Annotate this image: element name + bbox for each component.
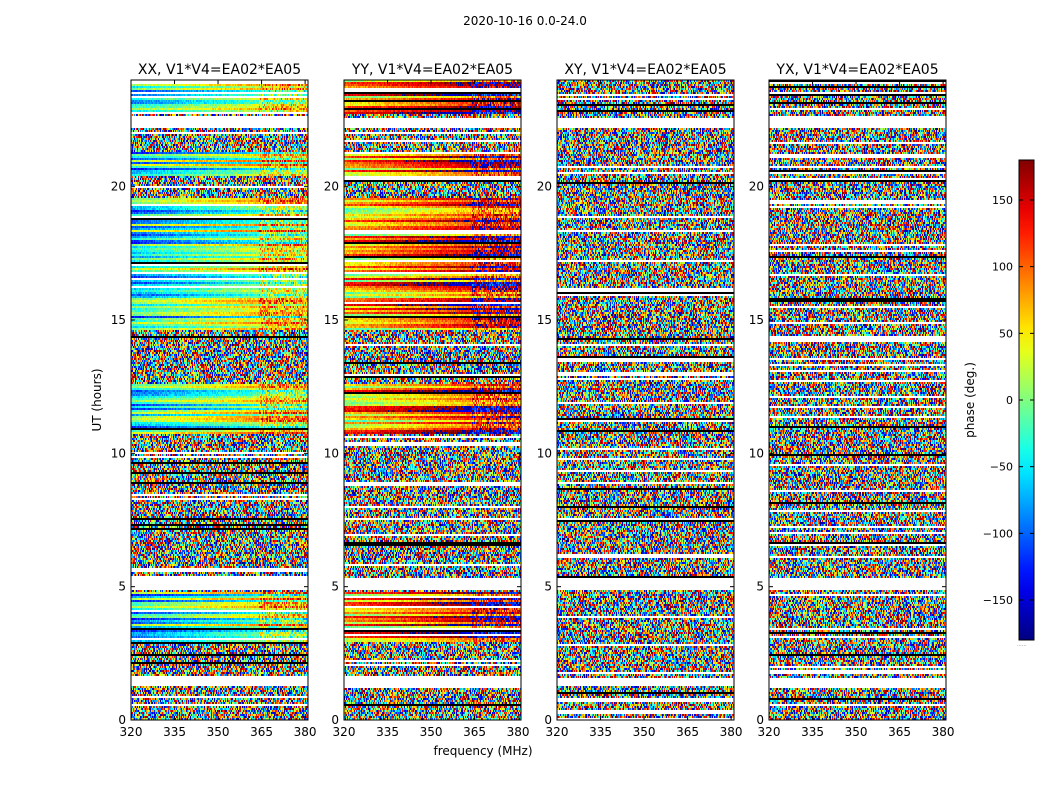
x-tick-label: 335	[163, 725, 186, 739]
panel-1: XX, V1*V4=EA02*EA05 320 335 350 365 380 0 5 10 15…	[111, 62, 317, 739]
y-tick-label: 20	[749, 180, 764, 194]
x-tick-label: 365	[250, 725, 273, 739]
panel-3: XY, V1*V4=EA02*EA05 320 335 350 365 380 0 5 10 15…	[537, 62, 743, 739]
x-tick-label: 320	[758, 725, 781, 739]
y-tick-label: 10	[324, 446, 339, 460]
y-tick-label: 10	[749, 446, 764, 460]
y-tick-label: 5	[756, 580, 764, 594]
y-tick-label: 0	[544, 713, 552, 727]
panel-frame	[556, 79, 735, 721]
x-tick-label: 335	[376, 725, 399, 739]
y-axis-label: UT (hours)	[90, 368, 104, 431]
y-tick-label: 15	[537, 313, 552, 327]
panel-title: XX, V1*V4=EA02*EA05	[138, 62, 301, 78]
y-tick-label: 20	[111, 180, 126, 194]
panel-title: YX, V1*V4=EA02*EA05	[775, 62, 938, 78]
panel-4: YX, V1*V4=EA02*EA05 320 335 350 365 380 0 5 10 15…	[749, 62, 955, 739]
x-tick-label: 320	[333, 725, 356, 739]
y-tick-label: 15	[749, 313, 764, 327]
y-tick-label: 5	[544, 580, 552, 594]
x-tick-label: 335	[589, 725, 612, 739]
x-tick-label: 365	[888, 725, 911, 739]
panel-2: YY, V1*V4=EA02*EA05 320 335 350 365 380 0 5 10 15…	[324, 62, 530, 739]
y-tick-label: 0	[331, 713, 339, 727]
x-tick-label: 350	[207, 725, 230, 739]
y-tick-label: 15	[111, 313, 126, 327]
x-tick-label: 350	[845, 725, 868, 739]
x-tick-label: 335	[801, 725, 824, 739]
y-tick-label: 20	[537, 180, 552, 194]
colorbar-label: phase (deg.)	[963, 362, 977, 438]
x-tick-label: 380	[507, 725, 530, 739]
x-tick-label: 350	[633, 725, 656, 739]
colorbar-tick-label: −50	[990, 461, 1013, 474]
y-tick-label: 15	[324, 313, 339, 327]
colorbar-tick-label: 50	[999, 327, 1013, 340]
y-tick-label: 5	[331, 580, 339, 594]
figure-title: 2020-10-16 0.0-24.0	[463, 14, 587, 28]
colorbar-tick-label: 150	[992, 194, 1013, 207]
y-tick-label: 20	[324, 180, 339, 194]
colorbar-tick-label: 0	[1006, 394, 1013, 407]
x-tick-label: 380	[720, 725, 743, 739]
panel-heatmap	[769, 80, 946, 720]
x-axis-label: frequency (MHz)	[433, 744, 532, 758]
panel-heatmap	[344, 80, 521, 720]
x-tick-label: 380	[294, 725, 317, 739]
panel-heatmap	[131, 80, 308, 720]
x-tick-label: 320	[546, 725, 569, 739]
colorbar-footnote: ......	[1017, 642, 1027, 648]
panel-title: XY, V1*V4=EA02*EA05	[564, 62, 726, 78]
panel-frame	[343, 79, 522, 721]
y-tick-label: 10	[111, 446, 126, 460]
y-tick-label: 10	[537, 446, 552, 460]
x-tick-label: 380	[932, 725, 955, 739]
panel-title: YY, V1*V4=EA02*EA05	[351, 62, 513, 78]
panel-frame	[130, 79, 309, 721]
x-tick-label: 365	[676, 725, 699, 739]
colorbar: −150 −100 −50 0 50 100 150 phase (deg.)......	[963, 159, 1035, 648]
y-tick-label: 0	[756, 713, 764, 727]
panel-heatmap	[557, 80, 734, 720]
colorbar-tick-label: −100	[983, 527, 1013, 540]
panels: XX, V1*V4=EA02*EA05 320 335 350 365 380 0 5 10 15…	[111, 62, 955, 739]
colorbar-tick-label: 100	[992, 261, 1013, 274]
x-tick-label: 365	[463, 725, 486, 739]
panel-frame	[768, 79, 947, 721]
colorbar-tick-label: −150	[983, 594, 1013, 607]
y-tick-label: 5	[118, 580, 126, 594]
x-tick-label: 350	[420, 725, 443, 739]
x-tick-label: 320	[120, 725, 143, 739]
y-tick-label: 0	[118, 713, 126, 727]
